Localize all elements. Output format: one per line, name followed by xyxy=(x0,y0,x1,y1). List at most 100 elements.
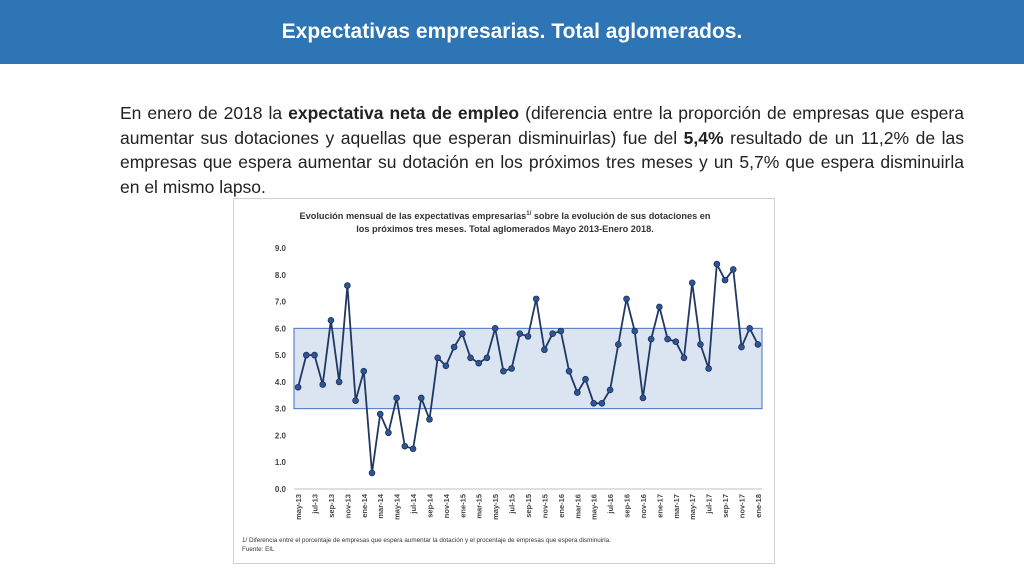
paragraph-text-3: resultado de un 11,2% de las empresas qu… xyxy=(120,127,964,197)
data-point xyxy=(294,383,302,391)
x-tick-label: nov-17 xyxy=(737,494,746,518)
summary-paragraph: En enero de 2018 la expectativa neta de … xyxy=(120,101,964,199)
data-point xyxy=(360,367,368,375)
data-point xyxy=(335,378,343,386)
data-point xyxy=(573,389,581,396)
data-point xyxy=(598,400,606,407)
data-point xyxy=(738,343,745,351)
data-point xyxy=(664,335,671,343)
x-tick-label: jul-13 xyxy=(311,494,320,515)
chart-title-sup: 1/ xyxy=(526,211,532,217)
x-tick-label: mar-16 xyxy=(573,494,582,519)
x-tick-label: may-14 xyxy=(393,493,402,520)
data-point xyxy=(557,327,565,335)
data-point xyxy=(754,341,762,348)
x-tick-label: jul-16 xyxy=(606,494,615,515)
y-tick-label: 7.0 xyxy=(275,298,287,307)
x-tick-label: sep-16 xyxy=(623,494,632,518)
x-tick-label: jul-14 xyxy=(409,493,418,514)
reference-band xyxy=(293,327,763,410)
data-point xyxy=(311,351,318,359)
x-tick-label: nov-16 xyxy=(639,494,648,518)
data-point xyxy=(721,276,729,284)
x-tick-label: sep-17 xyxy=(721,494,730,518)
x-tick-label: nov-14 xyxy=(442,493,451,518)
y-tick-label: 1.0 xyxy=(275,458,287,467)
data-point xyxy=(401,442,409,450)
x-tick-label: may-15 xyxy=(491,494,500,520)
x-tick-label: ene-17 xyxy=(655,494,664,518)
data-point xyxy=(491,325,499,332)
y-tick-label: 8.0 xyxy=(275,271,287,280)
paragraph-bold-1: expectativa neta de empleo xyxy=(288,103,520,123)
chart-title-line2: los próximos tres meses. Total aglomerad… xyxy=(356,224,654,235)
paragraph-text-2: (diferencia entre la proporción de empre… xyxy=(120,103,964,148)
chart-title-line1-b: sobre la evolución de sus dotaciones en xyxy=(531,211,711,222)
data-point xyxy=(417,394,425,402)
x-tick-label: nov-15 xyxy=(540,494,549,518)
footnote-source: Fuente: EIL xyxy=(242,545,275,553)
data-point xyxy=(582,375,589,383)
data-point xyxy=(688,279,696,287)
data-point xyxy=(729,266,737,273)
data-point xyxy=(442,362,450,370)
data-point xyxy=(516,330,524,337)
y-tick-label: 2.0 xyxy=(275,431,287,440)
data-point xyxy=(319,381,327,388)
x-tick-label: may-13 xyxy=(294,494,303,520)
x-tick-label: mar-15 xyxy=(475,494,484,519)
data-point xyxy=(697,341,704,348)
data-point xyxy=(376,410,384,418)
data-point xyxy=(590,400,597,407)
chart-title-line1-a: Evolución mensual de las expectativas em… xyxy=(299,211,527,222)
data-point xyxy=(647,335,655,343)
x-tick-label: mar-14 xyxy=(376,493,385,518)
data-point xyxy=(615,341,622,348)
data-point xyxy=(565,367,573,375)
page-title: Expectativas empresarias. Total aglomera… xyxy=(281,20,743,43)
x-tick-label: sep-15 xyxy=(524,494,533,518)
data-point xyxy=(459,330,466,337)
data-point xyxy=(368,469,376,477)
data-point xyxy=(524,333,532,340)
x-tick-label: may-16 xyxy=(590,494,599,520)
chart-panel: Evolución mensual de las expectativas em… xyxy=(233,198,775,564)
x-tick-label: ene-18 xyxy=(754,494,763,518)
line-chart: 0.0 1.0 2.0 3.0 4.0 5.0 6.0 7.0 8.0 9.0 may-13 jul-… xyxy=(275,244,763,520)
footnote-line1: 1/ Diferencia entre el porcentaje de emp… xyxy=(242,537,611,544)
y-tick-label: 5.0 xyxy=(275,351,287,360)
data-point xyxy=(434,354,441,362)
data-point xyxy=(623,295,630,303)
data-point xyxy=(327,317,335,324)
x-tick-label: jul-17 xyxy=(705,494,714,515)
data-point xyxy=(705,365,712,372)
data-point xyxy=(426,416,433,423)
y-tick-label: 9.0 xyxy=(275,244,287,253)
data-point xyxy=(500,367,507,375)
title-banner: Expectativas empresarias. Total aglomera… xyxy=(0,0,1024,64)
x-tick-label: nov-13 xyxy=(343,494,352,518)
data-point xyxy=(475,359,483,367)
data-point xyxy=(549,330,556,337)
x-tick-label: ene-16 xyxy=(557,494,566,518)
x-tick-label: may-17 xyxy=(688,494,697,520)
x-tick-label: jul-15 xyxy=(508,494,517,515)
data-point xyxy=(483,354,491,362)
data-point xyxy=(303,351,310,359)
data-point xyxy=(672,338,680,346)
y-tick-label: 6.0 xyxy=(275,324,287,333)
data-point xyxy=(532,295,540,303)
y-tick-label: 0.0 xyxy=(275,485,287,494)
data-point xyxy=(352,397,359,404)
x-tick-label: sep-13 xyxy=(327,494,336,518)
data-point xyxy=(606,386,614,394)
data-point xyxy=(656,303,663,311)
data-point xyxy=(639,394,647,402)
data-point xyxy=(680,354,688,362)
x-tick-label: sep-14 xyxy=(425,493,434,518)
data-point xyxy=(409,445,417,453)
chart-title: Evolución mensual de las expectativas em… xyxy=(234,208,776,236)
data-point xyxy=(344,282,351,289)
paragraph-text-1: En enero de 2018 la xyxy=(120,103,289,123)
paragraph-bold-2: 5,4% xyxy=(683,127,724,148)
